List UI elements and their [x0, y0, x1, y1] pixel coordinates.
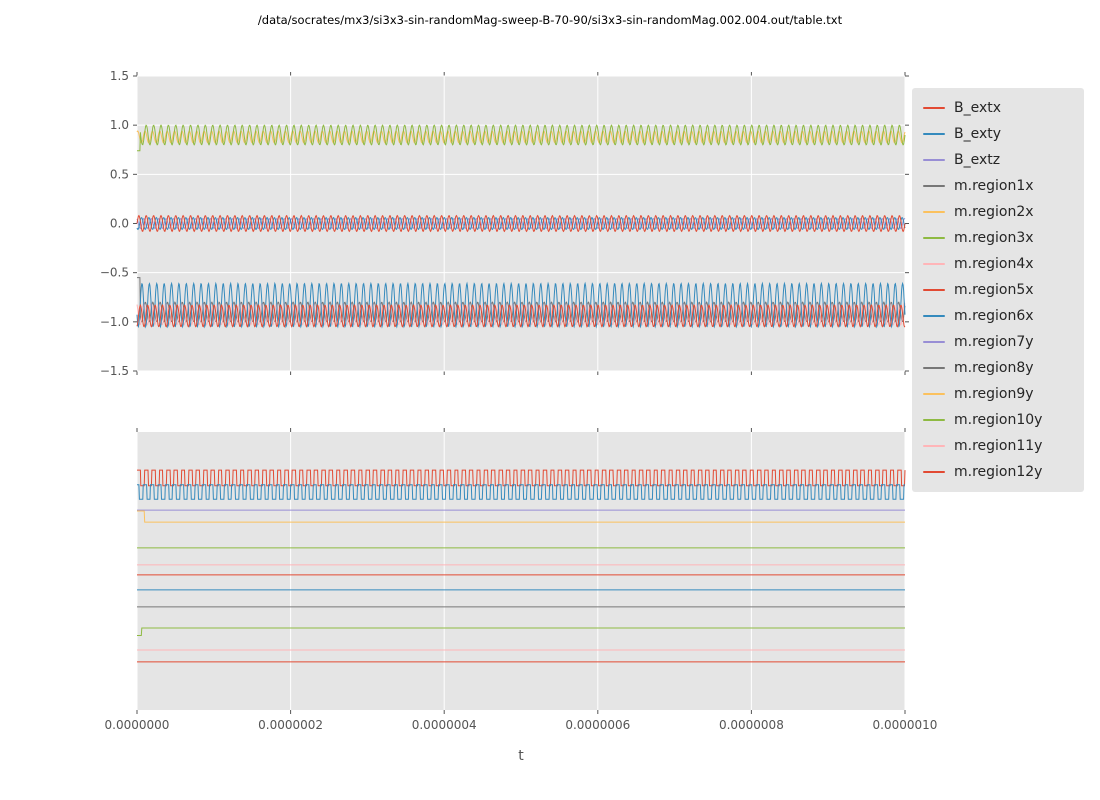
x-tick-label: 0.0000004 — [412, 718, 477, 732]
series-B_extx — [136, 214, 906, 233]
legend-item-m.region9y: m.region9y — [912, 381, 1084, 407]
legend-label: B_exty — [954, 126, 1002, 142]
y-tick-label: 1.5 — [110, 69, 129, 83]
y-tick-label: −1.5 — [100, 364, 129, 378]
legend-line-swatch — [923, 393, 945, 395]
plot-title: /data/socrates/mx3/si3x3-sin-randomMag-s… — [257, 13, 843, 27]
legend-label: m.region3x — [954, 230, 1034, 246]
legend-label: m.region10y — [954, 412, 1043, 428]
legend-item-m.region1x: m.region1x — [912, 173, 1084, 199]
x-axis-label: t — [518, 748, 524, 764]
legend-item-m.region7y: m.region7y — [912, 329, 1084, 355]
series-m.region10y — [137, 627, 905, 636]
series-B_extx — [137, 469, 906, 487]
legend-line-swatch — [923, 367, 945, 369]
series-m.region3x — [137, 124, 906, 152]
x-tick-label: 0.0000008 — [719, 718, 784, 732]
legend-item-m.region4x: m.region4x — [912, 251, 1084, 277]
legend-line-swatch — [923, 419, 945, 421]
legend-item-B_exty: B_exty — [912, 121, 1084, 147]
legend-line-swatch — [923, 445, 945, 447]
legend-item-B_extx: B_extx — [912, 95, 1084, 121]
legend-label: m.region9y — [954, 386, 1034, 402]
legend-label: m.region2x — [954, 204, 1034, 220]
legend-item-m.region12y: m.region12y — [912, 459, 1084, 485]
legend-line-swatch — [923, 211, 945, 213]
legend-item-m.region8y: m.region8y — [912, 355, 1084, 381]
x-tick-label: 0.0000010 — [873, 718, 938, 732]
legend-label: m.region1x — [954, 178, 1034, 194]
legend-item-m.region10y: m.region10y — [912, 407, 1084, 433]
legend-label: m.region11y — [954, 438, 1043, 454]
legend-item-m.region3x: m.region3x — [912, 225, 1084, 251]
legend-label: m.region5x — [954, 282, 1034, 298]
legend-item-m.region2x: m.region2x — [912, 199, 1084, 225]
legend-item-m.region5x: m.region5x — [912, 277, 1084, 303]
legend-item-m.region6x: m.region6x — [912, 303, 1084, 329]
y-tick-label: 1.0 — [110, 118, 129, 132]
series-m.region6x — [136, 281, 906, 329]
series-m.region9y — [137, 510, 905, 523]
y-tick-label: 0.5 — [110, 167, 129, 181]
legend-line-swatch — [923, 133, 945, 135]
y-tick-label: −0.5 — [100, 266, 129, 280]
x-tick-label: 0.0000000 — [105, 718, 170, 732]
legend-line-swatch — [923, 341, 945, 343]
series-B_exty — [137, 484, 905, 500]
legend-label: m.region6x — [954, 308, 1034, 324]
legend-label: B_extz — [954, 152, 1001, 168]
legend-label: m.region8y — [954, 360, 1034, 376]
x-tick-label: 0.0000006 — [565, 718, 630, 732]
series-B_extz — [136, 217, 906, 230]
legend-item-m.region11y: m.region11y — [912, 433, 1084, 459]
legend-line-swatch — [923, 263, 945, 265]
legend-line-swatch — [923, 289, 945, 291]
legend-label: B_extx — [954, 100, 1002, 116]
legend-line-swatch — [923, 107, 945, 109]
legend-label: m.region12y — [954, 464, 1043, 480]
legend-line-swatch — [923, 315, 945, 317]
legend-line-swatch — [923, 237, 945, 239]
legend-line-swatch — [923, 185, 945, 187]
legend: B_extx B_exty B_extz m.region1x m.region2x m.… — [912, 88, 1084, 492]
legend-item-B_extz: B_extz — [912, 147, 1084, 173]
series-B_exty — [136, 216, 906, 231]
legend-line-swatch — [923, 471, 945, 473]
x-tick-label: 0.0000002 — [258, 718, 323, 732]
y-tick-label: 0.0 — [110, 217, 129, 231]
y-tick-label: −1.0 — [100, 315, 129, 329]
legend-label: m.region4x — [954, 256, 1034, 272]
legend-line-swatch — [923, 159, 945, 161]
series-m.region5x — [136, 303, 906, 328]
legend-label: m.region7y — [954, 334, 1034, 350]
